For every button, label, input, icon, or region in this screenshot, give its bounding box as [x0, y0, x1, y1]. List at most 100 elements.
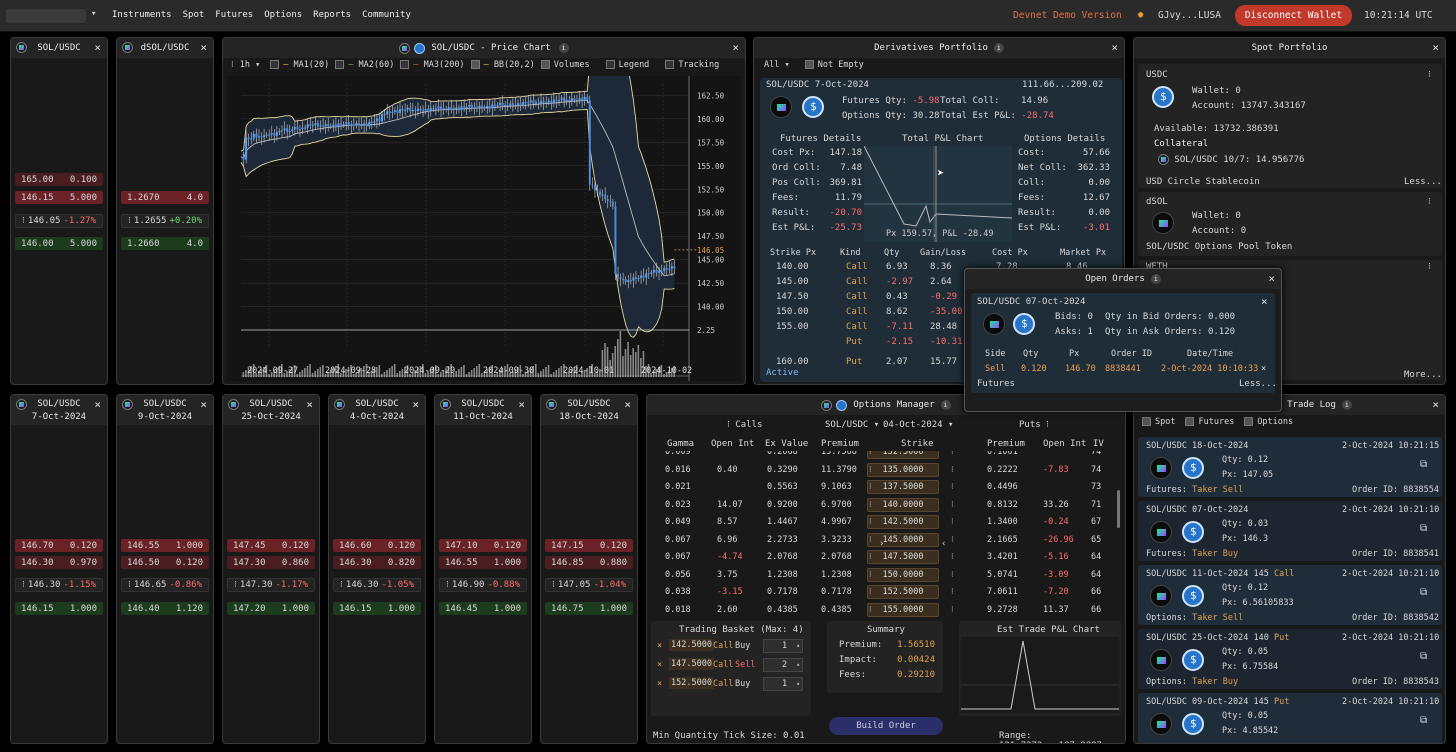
close-icon[interactable]: × — [1432, 41, 1439, 54]
ask-row[interactable]: 147.10 0.120 — [439, 539, 527, 552]
info-icon[interactable]: i — [993, 43, 1004, 53]
ma3-checkbox[interactable] — [400, 60, 410, 69]
ma1-checkbox[interactable] — [270, 60, 280, 69]
call-menu-icon[interactable]: ⁝ — [869, 604, 872, 615]
call-menu-icon[interactable]: ⁝ — [869, 517, 872, 527]
position-row[interactable]: Put -2.15 -10.31 — [770, 337, 1116, 350]
order-row[interactable]: Sell 0.120 146.70 8838441 2-Oct-2024 10:… — [985, 364, 1275, 374]
strike-cell[interactable]: 147.5000 — [867, 550, 939, 564]
ask-row[interactable]: 147.30 0.860 — [227, 556, 315, 569]
basket-qty-input[interactable]: 1 ▴ — [763, 639, 803, 653]
put-menu-icon[interactable]: ⁝ — [951, 587, 954, 597]
sun-icon[interactable]: ✹ — [1137, 7, 1145, 21]
info-icon[interactable]: i — [940, 400, 951, 410]
external-link-icon[interactable]: ⧉ — [1420, 523, 1428, 534]
option-row[interactable]: 0.038 -3.15 0.7178 0.7178 152.5000 7.0611 -7.2… — [649, 584, 1125, 601]
ask-row[interactable]: 146.85 0.880 — [545, 556, 633, 569]
nav-instruments[interactable]: Instruments — [112, 10, 172, 20]
legend-checkbox[interactable] — [605, 60, 615, 69]
ask-row[interactable]: 165.00 0.100 — [15, 173, 103, 186]
info-icon[interactable]: i — [1341, 400, 1352, 410]
trade-card[interactable]: SOL/USDC 18-Oct-2024 2-Oct-2024 10:21:15… — [1138, 437, 1442, 497]
not-empty-toggle[interactable]: Not Empty — [804, 60, 864, 70]
external-link-icon[interactable]: ⧉ — [1420, 587, 1428, 598]
interval-select[interactable]: 1h ▾ — [239, 60, 261, 70]
ask-row[interactable]: 147.15 0.120 — [545, 539, 633, 552]
less-link[interactable]: Less... — [1404, 177, 1442, 187]
ask-row[interactable]: 146.50 0.120 — [121, 556, 209, 569]
close-icon[interactable]: × — [94, 398, 101, 411]
nav-reports[interactable]: Reports — [313, 10, 352, 20]
option-row[interactable]: 0.067 -4.74 2.0768 2.0768 147.5000 3.4201 -5.1… — [649, 549, 1125, 566]
ask-row[interactable]: 146.15 5.000 — [15, 191, 103, 204]
option-row[interactable]: 0.018 2.60 0.4385 0.4385 155.0000 9.2728 11.37… — [649, 602, 1125, 618]
scrollbar[interactable] — [1117, 490, 1120, 528]
toggle-legend[interactable]: Legend — [605, 60, 649, 70]
close-icon[interactable]: × — [518, 398, 525, 411]
nav-spot[interactable]: Spot — [182, 10, 205, 20]
external-link-icon[interactable]: ⧉ — [1420, 459, 1428, 470]
call-menu-icon[interactable]: ⁝ — [869, 499, 872, 510]
nav-community[interactable]: Community — [362, 10, 411, 20]
more-icon[interactable]: ⁝ — [1428, 70, 1431, 80]
close-icon[interactable]: × — [200, 41, 207, 54]
call-menu-icon[interactable]: ⁝ — [869, 587, 872, 597]
close-icon[interactable]: × — [412, 398, 419, 411]
remove-icon[interactable]: × — [657, 660, 663, 670]
strike-cell[interactable]: 135.0000 — [867, 462, 939, 477]
put-menu-icon[interactable]: ⁝ — [951, 499, 954, 510]
strike-cell[interactable]: 137.5000 — [867, 480, 939, 494]
call-menu-icon[interactable]: ⁝ — [869, 451, 872, 457]
trade-card[interactable]: SOL/USDC 25-Oct-2024 140 Put 2-Oct-2024 … — [1138, 629, 1442, 689]
menu-chevron-icon[interactable]: ▾ — [91, 9, 97, 19]
bid-row[interactable]: 146.15 1.000 — [333, 602, 421, 615]
strike-cell[interactable]: 140.0000 — [867, 497, 939, 512]
strike-cell[interactable]: 150.0000 — [867, 567, 939, 582]
tracking-checkbox[interactable] — [665, 60, 675, 69]
checkbox[interactable] — [1185, 417, 1195, 426]
ask-row[interactable]: 146.60 0.120 — [333, 539, 421, 552]
ask-row[interactable]: 146.55 1.000 — [121, 539, 209, 552]
position-row[interactable]: 145.00 Call -2.97 2.64 — [770, 277, 1116, 290]
position-row[interactable]: 160.00 Put 2.07 15.77 — [770, 357, 1116, 370]
close-icon[interactable]: × — [1432, 398, 1439, 411]
put-menu-icon[interactable]: ⁝ — [951, 517, 954, 527]
info-icon[interactable]: i — [558, 43, 569, 53]
build-order-button[interactable]: Build Order — [829, 717, 943, 735]
total-pnl-chart[interactable]: Px 159.57, P&L -28.49 — [864, 146, 1012, 242]
ask-row[interactable]: 147.45 0.120 — [227, 539, 315, 552]
call-menu-icon[interactable]: ⁝ — [869, 552, 872, 562]
put-menu-icon[interactable]: ⁝ — [951, 604, 954, 615]
checkbox[interactable] — [1142, 417, 1151, 426]
bid-row[interactable]: 146.15 1.000 — [15, 602, 103, 615]
cancel-order-icon[interactable]: × — [1261, 364, 1267, 374]
put-menu-icon[interactable]: ⁝ — [951, 482, 954, 492]
menu-icon[interactable]: ⁝ — [231, 60, 234, 70]
more-link[interactable]: More... — [1404, 370, 1442, 380]
bid-row[interactable]: 146.00 5.000 — [15, 237, 103, 250]
strike-cell[interactable]: 152.5000 — [867, 585, 939, 599]
more-icon[interactable]: ⁝ — [1428, 262, 1431, 272]
close-icon[interactable]: × — [1268, 272, 1275, 285]
bb-checkbox[interactable] — [470, 60, 480, 69]
nav-options[interactable]: Options — [264, 10, 303, 20]
position-row[interactable]: 147.50 Call 0.43 -0.29 — [770, 292, 1116, 305]
close-icon[interactable]: × — [1111, 41, 1118, 54]
info-icon[interactable]: i — [1150, 274, 1161, 284]
position-row[interactable]: 140.00 Call 6.93 8.36 7.28 8.46 — [770, 262, 1116, 275]
put-menu-icon[interactable]: ⁝ — [951, 569, 954, 580]
more-icon[interactable]: ⁝ — [1428, 197, 1431, 207]
strike-cell[interactable]: 145.0000 — [867, 532, 939, 547]
call-menu-icon[interactable]: ⁝ — [869, 464, 872, 475]
close-icon[interactable]: × — [306, 398, 313, 411]
external-link-icon[interactable]: ⧉ — [1420, 715, 1428, 726]
trade-card[interactable]: SOL/USDC 09-Oct-2024 145 Put 2-Oct-2024 … — [1138, 693, 1442, 743]
filter-futures[interactable]: Futures — [1185, 417, 1234, 427]
bid-row[interactable]: 146.75 1.000 — [545, 602, 633, 615]
option-row[interactable]: 0.023 14.07 0.9200 6.9700 140.0000 0.8132 33.2… — [649, 497, 1125, 514]
volumes-checkbox[interactable] — [540, 60, 550, 69]
toggle-bb[interactable]: — BB(20,2) — [470, 60, 535, 70]
checkbox[interactable] — [1244, 417, 1254, 426]
remove-icon[interactable]: × — [657, 641, 663, 651]
basket-qty-input[interactable]: 2 ▴ — [763, 658, 803, 672]
